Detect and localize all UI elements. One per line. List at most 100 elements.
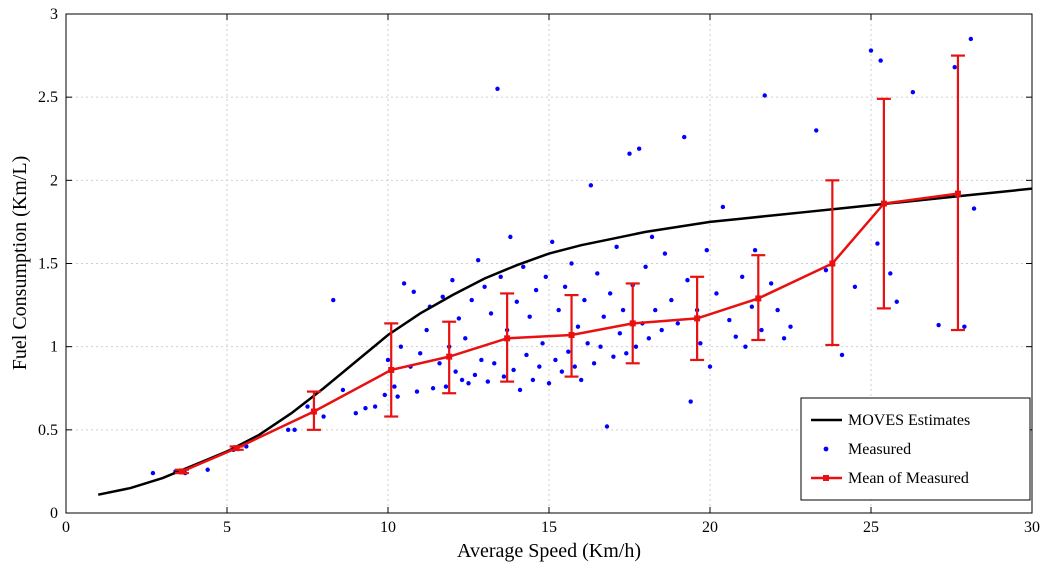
measured-point bbox=[340, 387, 346, 393]
x-tick-label: 0 bbox=[62, 519, 70, 536]
measured-point bbox=[614, 244, 619, 250]
measured-point bbox=[595, 271, 600, 276]
measured-point bbox=[305, 404, 310, 409]
measured-point bbox=[418, 351, 423, 356]
axis-ticks: 0 5 10 15 20 25 30 0 0.5 1 1.5 2 2.5 3 bbox=[38, 6, 1040, 536]
legend: MOVES Estimates Measured Mean of Measure… bbox=[800, 397, 1031, 501]
y-tick-label: 3 bbox=[50, 6, 58, 23]
mean-point bbox=[880, 200, 887, 207]
mean-point bbox=[755, 295, 762, 302]
measured-point bbox=[469, 297, 474, 303]
measured-point bbox=[875, 241, 880, 246]
x-tick-label: 25 bbox=[863, 519, 879, 536]
legend-moves-label: MOVES Estimates bbox=[848, 412, 970, 429]
y-tick-label: 0 bbox=[50, 505, 58, 522]
measured-point bbox=[968, 36, 974, 42]
mean-point bbox=[504, 335, 511, 342]
measured-point bbox=[395, 394, 400, 399]
measured-point bbox=[878, 58, 883, 63]
measured-point bbox=[331, 297, 336, 303]
measured-point bbox=[740, 274, 745, 280]
measured-point bbox=[353, 411, 358, 416]
mean-point bbox=[388, 366, 395, 373]
measured-point bbox=[485, 379, 491, 384]
measured-point bbox=[440, 294, 445, 299]
mean-point bbox=[568, 332, 575, 339]
measured-point bbox=[456, 316, 462, 321]
measured-point bbox=[392, 384, 397, 389]
measured-point bbox=[627, 151, 632, 156]
measured-point bbox=[533, 287, 539, 293]
y-tick-label: 1.5 bbox=[38, 256, 58, 273]
measured-point bbox=[936, 322, 941, 328]
measured-point bbox=[752, 247, 758, 253]
legend-mean-marker bbox=[823, 475, 829, 481]
measured-point bbox=[749, 304, 755, 309]
y-axis-label: Fuel Consumption (Km/L) bbox=[9, 156, 31, 370]
y-tick-label: 2 bbox=[50, 172, 58, 189]
measured-point bbox=[624, 351, 629, 356]
measured-point bbox=[430, 386, 436, 391]
measured-point bbox=[372, 404, 378, 409]
measured-point bbox=[781, 336, 787, 341]
measured-point bbox=[521, 264, 526, 270]
measured-point bbox=[698, 341, 703, 346]
mean-point bbox=[954, 190, 961, 197]
measured-point bbox=[588, 183, 594, 188]
measured-point bbox=[453, 369, 458, 374]
measured-point bbox=[704, 247, 709, 253]
measured-point bbox=[962, 324, 967, 329]
mean-point bbox=[310, 408, 317, 415]
measured-point bbox=[852, 284, 858, 289]
measured-point bbox=[285, 427, 291, 433]
measured-point bbox=[363, 406, 368, 411]
legend-measured-swatch bbox=[823, 446, 829, 452]
measured-point bbox=[401, 281, 407, 286]
y-tick-label: 1 bbox=[50, 339, 58, 356]
measured-point bbox=[762, 93, 767, 98]
measured-point bbox=[205, 467, 210, 472]
measured-point bbox=[546, 381, 552, 386]
measured-point bbox=[814, 128, 819, 133]
measured-point bbox=[472, 372, 478, 378]
measured-point bbox=[649, 234, 655, 240]
measured-point bbox=[733, 334, 738, 339]
measured-point bbox=[321, 414, 326, 419]
measured-point bbox=[501, 374, 507, 379]
measured-point bbox=[839, 352, 845, 358]
measured-point bbox=[894, 299, 899, 304]
measured-point bbox=[585, 341, 590, 346]
measured-point bbox=[617, 331, 623, 336]
mean-point bbox=[178, 468, 185, 475]
measured-point bbox=[653, 307, 658, 313]
measured-point bbox=[775, 307, 780, 313]
mean-point bbox=[829, 260, 836, 267]
legend-mean-label: Mean of Measured bbox=[848, 470, 969, 487]
measured-point bbox=[569, 261, 574, 266]
measured-point bbox=[566, 349, 571, 354]
measured-point bbox=[437, 361, 442, 366]
x-axis-label: Average Speed (Km/h) bbox=[457, 540, 641, 562]
measured-point bbox=[524, 352, 529, 358]
measured-point bbox=[514, 299, 519, 304]
measured-point bbox=[743, 344, 748, 349]
measured-point bbox=[952, 65, 957, 70]
mean-point bbox=[694, 315, 701, 322]
measured-point bbox=[720, 204, 726, 210]
x-tick-label: 20 bbox=[702, 519, 718, 536]
measured-point bbox=[463, 336, 468, 341]
measured-point bbox=[611, 354, 616, 359]
measured-point bbox=[910, 89, 916, 95]
measured-point bbox=[530, 377, 536, 383]
measured-point bbox=[971, 206, 977, 211]
measured-point bbox=[714, 291, 719, 296]
y-tick-label: 2.5 bbox=[38, 89, 58, 106]
measured-point bbox=[537, 364, 542, 369]
measured-point bbox=[669, 297, 674, 303]
measured-point bbox=[682, 134, 687, 140]
measured-point bbox=[385, 357, 391, 363]
x-tick-label: 10 bbox=[380, 519, 396, 536]
y-tick-label: 0.5 bbox=[38, 422, 58, 439]
measured-point bbox=[823, 267, 829, 273]
